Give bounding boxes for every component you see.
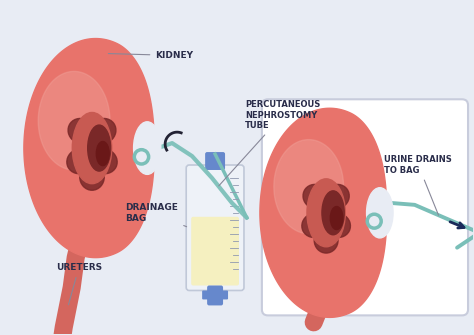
Ellipse shape: [96, 141, 109, 165]
Text: DRAINAGE
BAG: DRAINAGE BAG: [126, 203, 187, 227]
FancyBboxPatch shape: [191, 217, 239, 285]
Text: URETERS: URETERS: [56, 263, 102, 305]
Ellipse shape: [303, 184, 328, 209]
Ellipse shape: [80, 164, 104, 190]
Ellipse shape: [324, 184, 349, 209]
FancyBboxPatch shape: [262, 99, 468, 315]
Ellipse shape: [314, 228, 338, 253]
Text: PERCUTANEOUS
NEPHROSTOMY
TUBE: PERCUTANEOUS NEPHROSTOMY TUBE: [219, 100, 320, 186]
Polygon shape: [24, 39, 155, 258]
Ellipse shape: [134, 122, 161, 175]
FancyBboxPatch shape: [186, 165, 244, 290]
Ellipse shape: [322, 191, 344, 235]
Ellipse shape: [326, 213, 350, 238]
Text: URINE DRAINS
TO BAG: URINE DRAINS TO BAG: [384, 155, 452, 215]
Ellipse shape: [68, 119, 94, 144]
Ellipse shape: [302, 213, 327, 238]
Ellipse shape: [90, 119, 116, 144]
Ellipse shape: [366, 188, 393, 238]
Ellipse shape: [73, 113, 112, 184]
Polygon shape: [260, 108, 387, 317]
Ellipse shape: [330, 207, 343, 229]
FancyBboxPatch shape: [205, 152, 225, 170]
Ellipse shape: [67, 149, 93, 174]
Ellipse shape: [91, 149, 117, 174]
Polygon shape: [274, 140, 344, 234]
FancyBboxPatch shape: [202, 290, 228, 299]
Polygon shape: [38, 71, 110, 170]
Ellipse shape: [88, 125, 110, 171]
FancyBboxPatch shape: [207, 285, 223, 306]
Text: KIDNEY: KIDNEY: [109, 51, 193, 60]
Ellipse shape: [307, 179, 345, 247]
